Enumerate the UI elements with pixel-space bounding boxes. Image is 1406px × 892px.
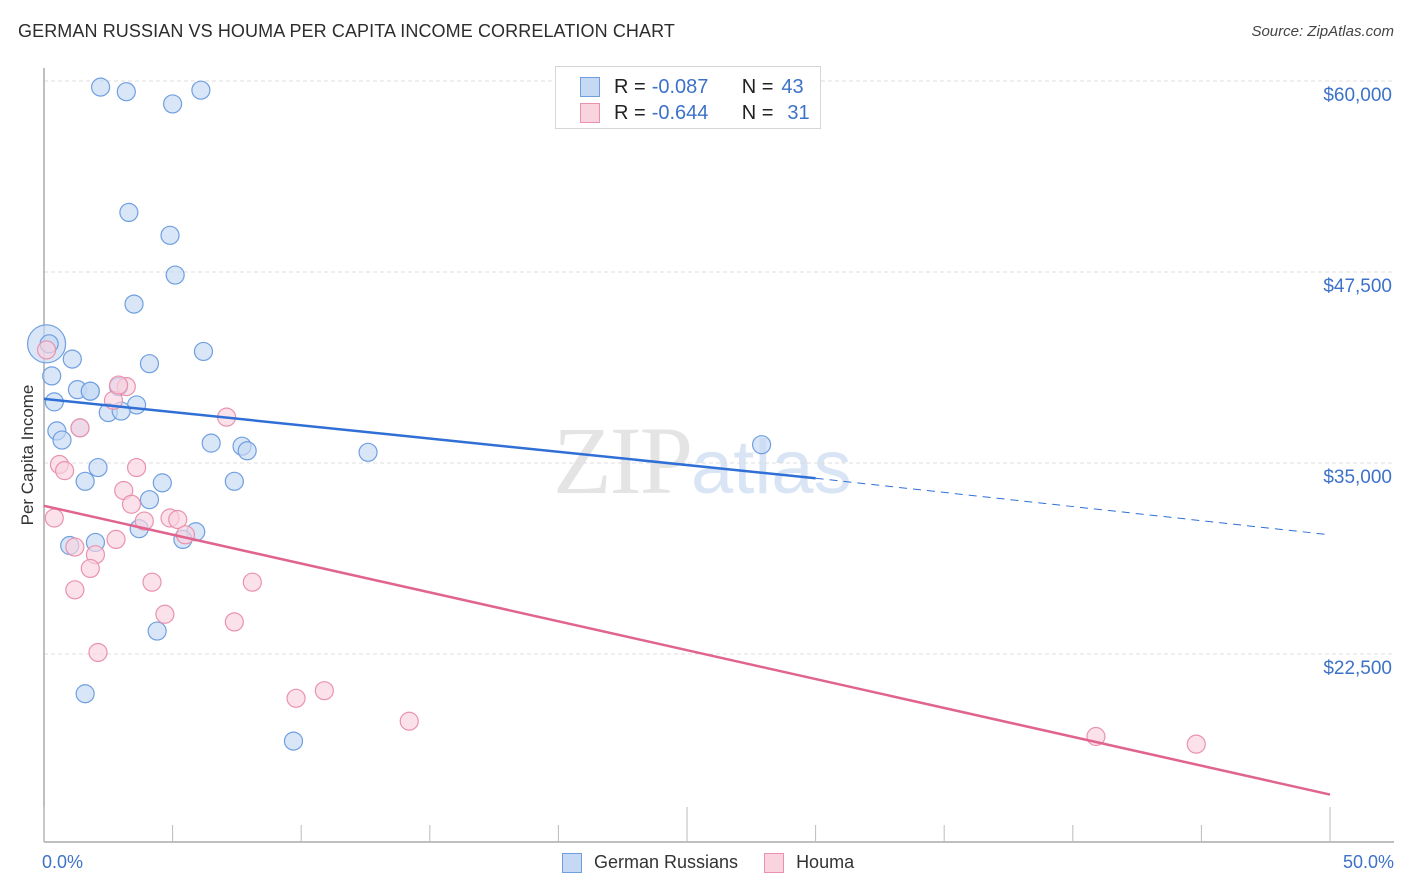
houma-point[interactable] (399, 711, 419, 731)
german-russians-point[interactable] (160, 225, 180, 245)
houma-trendline (43, 504, 1331, 796)
german-russians-point[interactable] (163, 94, 183, 114)
german-russians-point[interactable] (139, 354, 160, 374)
houma-point[interactable] (70, 418, 90, 438)
houma-point[interactable] (155, 604, 175, 624)
german-russians-point[interactable] (90, 77, 111, 97)
german-russians-point[interactable] (152, 473, 172, 493)
source-attribution: Source: ZipAtlas.com (1251, 23, 1394, 40)
german-russians-point[interactable] (42, 366, 62, 386)
n-value: 43 (781, 75, 804, 98)
german-russians-point[interactable] (124, 294, 144, 314)
houma-point[interactable] (54, 461, 75, 481)
german-russians-point[interactable] (358, 442, 378, 462)
legend-item-german-russians[interactable]: German Russians (562, 852, 738, 873)
series-legend: German Russians Houma (562, 852, 880, 873)
german-russians-point[interactable] (224, 471, 244, 491)
legend-row-houma: R = -0.644 N = 31 (580, 100, 810, 126)
n-label: N = (741, 75, 774, 98)
german-russians-point[interactable] (147, 621, 167, 641)
german-russians-point[interactable] (62, 349, 82, 369)
r-value: -0.644 (651, 101, 709, 124)
pink-swatch-icon (580, 103, 600, 123)
y-tick-22500: $22,500 (1323, 658, 1392, 679)
houma-point[interactable] (314, 681, 334, 701)
houma-point[interactable] (106, 529, 126, 550)
houma-point[interactable] (126, 457, 147, 478)
houma-point[interactable] (286, 688, 306, 708)
german-russians-trendline-extension (815, 477, 1331, 536)
german-russians-point[interactable] (193, 341, 214, 362)
y-tick-60000: $60,000 (1323, 85, 1392, 106)
houma-point[interactable] (134, 511, 154, 531)
houma-point[interactable] (65, 580, 85, 600)
houma-point[interactable] (80, 558, 100, 579)
blue-swatch-icon (580, 77, 600, 97)
houma-point[interactable] (175, 525, 196, 545)
german-russians-point[interactable] (75, 471, 95, 491)
german-russians-point[interactable] (88, 457, 108, 478)
series-1 (36, 340, 1206, 754)
r-label: R = (614, 75, 646, 98)
n-label: N = (741, 101, 774, 124)
houma-point[interactable] (224, 612, 244, 632)
houma-point[interactable] (168, 509, 188, 530)
german-russians-point[interactable] (119, 202, 139, 223)
series-0 (26, 77, 772, 751)
houma-point[interactable] (88, 642, 108, 663)
german-russians-trendline (43, 397, 816, 480)
y-axis-label: Per Capita Income (18, 384, 37, 526)
german-russians-point[interactable] (52, 430, 72, 450)
german-russians-point[interactable] (44, 392, 64, 412)
german-russians-point[interactable] (139, 490, 160, 510)
r-label: R = (614, 101, 646, 124)
houma-point[interactable] (1186, 734, 1206, 754)
correlation-legend: R = -0.087 N = 43 R = -0.644 N = 31 (555, 66, 821, 129)
houma-point[interactable] (108, 375, 129, 395)
german-russians-point[interactable] (751, 435, 772, 455)
r-value: -0.087 (651, 75, 709, 98)
x-tick-50: 50.0% (1342, 852, 1394, 872)
houma-point[interactable] (142, 572, 162, 592)
legend-row-german-russians: R = -0.087 N = 43 (580, 74, 804, 100)
pink-swatch-icon (764, 852, 785, 873)
houma-point[interactable] (121, 494, 142, 514)
y-tick-47500: $47,500 (1323, 276, 1392, 297)
houma-point[interactable] (242, 572, 262, 592)
german-russians-point[interactable] (75, 684, 95, 704)
german-russians-point[interactable] (191, 80, 211, 100)
german-russians-point[interactable] (165, 265, 185, 285)
y-tick-35000: $35,000 (1323, 467, 1392, 488)
german-russians-point[interactable] (283, 731, 304, 751)
german-russians-point[interactable] (237, 441, 257, 461)
german-russians-point[interactable] (201, 433, 221, 453)
chart-title: GERMAN RUSSIAN VS HOUMA PER CAPITA INCOM… (18, 21, 675, 41)
german-russians-point[interactable] (80, 381, 100, 401)
houma-point[interactable] (44, 508, 64, 528)
x-tick-0: 0.0% (42, 852, 84, 872)
german-russians-point[interactable] (116, 82, 136, 102)
houma-point[interactable] (65, 537, 85, 557)
legend-item-houma[interactable]: Houma (764, 852, 854, 873)
legend-label: Houma (796, 852, 855, 872)
blue-swatch-icon (562, 852, 582, 873)
watermark: ZIPatlas (553, 407, 852, 514)
legend-label: German Russians (594, 852, 739, 872)
houma-point[interactable] (36, 340, 57, 360)
n-value: 31 (787, 101, 810, 124)
